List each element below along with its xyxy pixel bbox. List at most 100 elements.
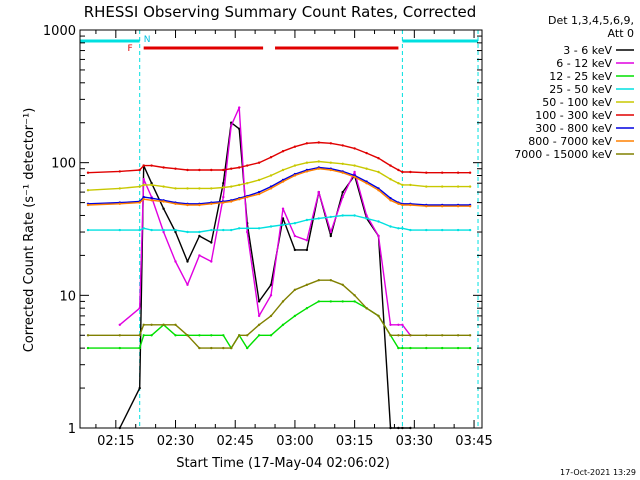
series-point-6-12-kev bbox=[281, 207, 285, 210]
series-point-3-6-kev bbox=[174, 230, 177, 234]
series-point-800-7000-kev bbox=[441, 205, 444, 208]
series-point-25-50-kev bbox=[317, 217, 320, 220]
series-point-25-50-kev bbox=[468, 228, 472, 232]
series-point-25-50-kev bbox=[257, 227, 261, 230]
series-point-800-7000-kev bbox=[329, 168, 332, 172]
series-point-100-300-kev bbox=[329, 142, 332, 145]
series-point-7000-15000-kev bbox=[257, 323, 261, 326]
series-point-100-300-kev bbox=[468, 171, 472, 174]
series-point-7000-15000-kev bbox=[353, 294, 356, 297]
series-point-100-300-kev bbox=[293, 145, 297, 148]
series-point-800-7000-kev bbox=[269, 187, 273, 190]
series-point-12-25-kev bbox=[174, 334, 177, 337]
series-point-7000-15000-kev bbox=[468, 334, 472, 337]
series-point-7000-15000-kev bbox=[377, 314, 380, 318]
series-point-300-800-kev bbox=[269, 185, 273, 188]
series-point-800-7000-kev bbox=[425, 205, 428, 208]
series-point-50-100-kev bbox=[353, 164, 356, 167]
series-point-7000-15000-kev bbox=[409, 334, 412, 337]
series-point-7000-15000-kev bbox=[118, 334, 122, 337]
series-point-12-25-kev bbox=[86, 346, 90, 350]
series-point-3-6-kev bbox=[269, 283, 273, 286]
series-point-100-300-kev bbox=[389, 164, 392, 167]
series-point-50-100-kev bbox=[257, 178, 261, 182]
series-point-800-7000-kev bbox=[365, 182, 368, 185]
series-point-6-12-kev bbox=[377, 234, 380, 238]
series-point-100-300-kev bbox=[317, 141, 320, 144]
series-point-50-100-kev bbox=[329, 161, 332, 164]
series-point-100-300-kev bbox=[86, 171, 90, 174]
series-point-6-12-kev bbox=[118, 323, 122, 326]
series-point-12-25-kev bbox=[138, 346, 141, 350]
series-point-7000-15000-kev bbox=[389, 334, 392, 337]
series-point-25-50-kev bbox=[305, 218, 309, 222]
series-point-7000-15000-kev bbox=[329, 279, 332, 282]
chart-title: RHESSI Observing Summary Count Rates, Co… bbox=[84, 3, 477, 21]
series-point-800-7000-kev bbox=[174, 202, 177, 205]
series-point-25-50-kev bbox=[162, 228, 165, 232]
legend-label-25-50-kev: 25 - 50 keV bbox=[549, 83, 612, 96]
series-point-800-7000-kev bbox=[86, 203, 90, 207]
series-point-7000-15000-kev bbox=[210, 346, 213, 350]
legend-label-100-300-kev: 100 - 300 keV bbox=[535, 109, 612, 122]
series-point-100-300-kev bbox=[401, 170, 404, 174]
series-point-25-50-kev bbox=[269, 225, 273, 228]
series-point-6-12-kev bbox=[210, 260, 213, 263]
series-point-12-25-kev bbox=[118, 346, 122, 350]
series-point-12-25-kev bbox=[409, 346, 412, 350]
series-point-6-12-kev bbox=[389, 323, 392, 326]
series-point-800-7000-kev bbox=[198, 203, 201, 207]
series-point-50-100-kev bbox=[86, 189, 90, 192]
series-point-25-50-kev bbox=[456, 228, 460, 232]
series-point-100-300-kev bbox=[118, 170, 122, 173]
series-point-12-25-kev bbox=[329, 300, 332, 303]
series-point-100-300-kev bbox=[230, 167, 233, 170]
series-point-50-100-kev bbox=[397, 182, 400, 185]
series-point-6-12-kev bbox=[305, 239, 309, 242]
series-point-7000-15000-kev bbox=[238, 334, 241, 337]
series-point-100-300-kev bbox=[365, 151, 368, 155]
series-point-6-12-kev bbox=[341, 195, 344, 199]
series-point-7000-15000-kev bbox=[222, 346, 225, 350]
series-point-800-7000-kev bbox=[118, 202, 122, 205]
series-point-6-12-kev bbox=[198, 254, 201, 257]
series-point-100-300-kev bbox=[138, 168, 141, 172]
series-point-3-6-kev bbox=[138, 386, 141, 390]
series-point-50-100-kev bbox=[317, 160, 320, 163]
series-point-7000-15000-kev bbox=[142, 323, 145, 326]
legend-label-7000-15000-kev: 7000 - 15000 keV bbox=[514, 148, 612, 161]
series-point-300-800-kev bbox=[377, 187, 380, 190]
series-point-800-7000-kev bbox=[210, 202, 213, 205]
series-point-25-50-kev bbox=[142, 227, 145, 230]
series-point-50-100-kev bbox=[425, 185, 428, 188]
series-point-100-300-kev bbox=[198, 168, 201, 172]
series-point-3-6-kev bbox=[186, 260, 189, 263]
series-point-50-100-kev bbox=[118, 187, 122, 190]
series-point-800-7000-kev bbox=[397, 202, 400, 205]
series-point-25-50-kev bbox=[198, 230, 201, 234]
series-point-100-300-kev bbox=[409, 170, 412, 174]
series-point-800-7000-kev bbox=[293, 174, 297, 177]
series-point-100-300-kev bbox=[397, 168, 400, 172]
series-point-25-50-kev bbox=[230, 228, 233, 232]
legend-label-50-100-kev: 50 - 100 keV bbox=[542, 96, 612, 109]
series-point-6-12-kev bbox=[293, 234, 297, 238]
series-point-50-100-kev bbox=[409, 183, 412, 187]
series-point-12-25-kev bbox=[246, 346, 249, 350]
series-point-3-6-kev bbox=[293, 248, 297, 252]
series-point-7000-15000-kev bbox=[186, 334, 189, 337]
series-point-12-25-kev bbox=[441, 346, 444, 350]
series-point-25-50-kev bbox=[86, 228, 90, 232]
series-point-6-12-kev bbox=[365, 214, 368, 217]
series-point-25-50-kev bbox=[281, 223, 285, 226]
series-point-50-100-kev bbox=[293, 164, 297, 167]
series-point-7000-15000-kev bbox=[174, 323, 177, 326]
series-point-6-12-kev bbox=[269, 294, 273, 297]
series-point-3-6-kev bbox=[162, 207, 165, 210]
y-tick-label: 1000 bbox=[43, 24, 76, 39]
series-point-300-800-kev bbox=[142, 195, 145, 199]
series-point-25-50-kev bbox=[401, 227, 404, 230]
x-tick-label: 02:15 bbox=[97, 434, 134, 449]
series-point-7000-15000-kev bbox=[293, 288, 297, 291]
series-point-7000-15000-kev bbox=[246, 334, 249, 337]
